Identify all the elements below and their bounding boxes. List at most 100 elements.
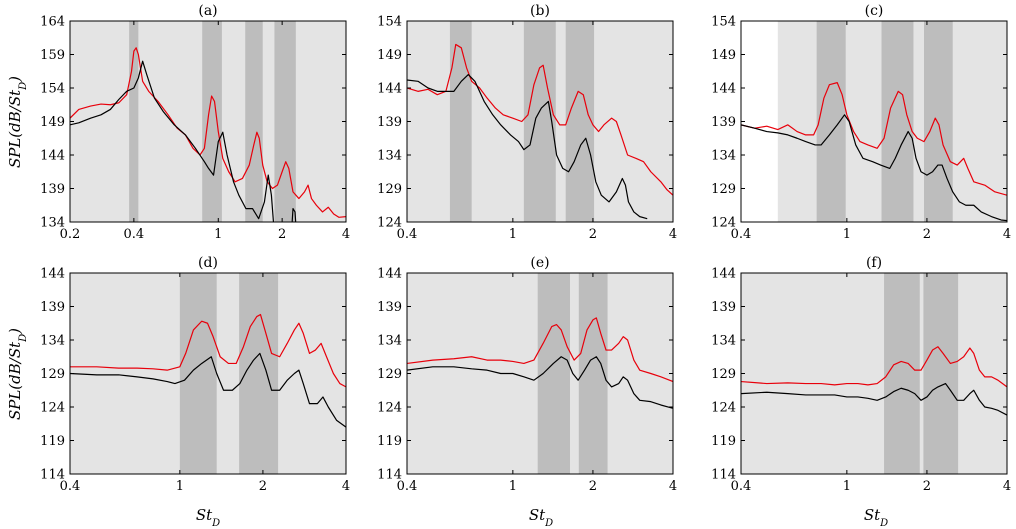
panel-f-xtick-label: 2 — [923, 479, 931, 494]
panel-b-ytick-label: 129 — [377, 182, 402, 197]
panel-b-xtick-label: 0.4 — [397, 227, 418, 242]
panel-b-title: (b) — [530, 3, 550, 19]
panel-c-title: (c) — [865, 3, 884, 19]
panel-e-series-black — [407, 356, 673, 409]
panel-f-ytick-label: 114 — [711, 468, 736, 483]
panel-a-xtick-label: 4 — [342, 227, 350, 242]
panel-a-xtick-label: 0.2 — [60, 227, 81, 242]
panel-c-dark-band-3 — [924, 21, 953, 222]
panel-d-title: (d) — [198, 255, 218, 271]
panel-b-series-black — [407, 74, 648, 220]
panel-b-dark-band-1 — [449, 21, 472, 222]
panel-f-ytick-label: 134 — [711, 334, 736, 349]
panel-a-ytick-label: 149 — [40, 115, 65, 130]
panel-a-dark-band-2 — [202, 21, 222, 222]
panel-c-ytick-label: 134 — [711, 149, 736, 164]
panel-c-ytick-label: 129 — [711, 182, 736, 197]
panel-b-dark-band-3 — [565, 21, 595, 222]
panel-a: 0.2 0.4 1 2 4 134 139 144 149 154 159 164 (a) — [40, 3, 350, 242]
panel-e-xtick-label: 4 — [669, 479, 677, 494]
panel-f-title: (f) — [866, 255, 882, 271]
panel-c-dark-band-2 — [881, 21, 914, 222]
panel-c-ytick-label: 144 — [711, 82, 736, 97]
panel-b-series-red — [407, 43, 673, 196]
panel-c-ytick-label: 124 — [711, 216, 736, 231]
panel-a-dark-band-4 — [274, 21, 296, 222]
panel-a-xtick-label: 0.4 — [124, 227, 145, 242]
panel-c-xtick-label: 0.4 — [731, 227, 752, 242]
panel-b-ytick-label: 134 — [377, 149, 402, 164]
panel-b-ytick-label: 144 — [377, 82, 402, 97]
panel-e-ytick-label: 144 — [377, 267, 402, 282]
panel-e-ytick-label: 124 — [377, 401, 402, 416]
panel-a-ytick-label: 139 — [40, 182, 65, 197]
panel-d-series-red — [70, 313, 346, 388]
panel-a-series-black — [70, 60, 297, 222]
panel-d-ytick-label: 134 — [40, 334, 65, 349]
panel-e-ytick-label: 129 — [377, 367, 402, 382]
y-axis-label-top: SPL(dB/StD) — [6, 76, 29, 168]
panel-d-ytick-label: 129 — [40, 367, 65, 382]
panel-d-series-black — [70, 352, 346, 428]
panel-e-xtick-label: 0.4 — [397, 479, 418, 494]
panel-c-series-red — [741, 82, 1007, 196]
panel-f-dark-band-2 — [923, 273, 959, 474]
panel-a-title: (a) — [198, 3, 217, 19]
panel-c-ytick-label: 139 — [711, 115, 736, 130]
panel-d-xtick-label: 1 — [176, 479, 184, 494]
panel-a-dark-band-3 — [245, 21, 263, 222]
panel-e-xtick-label: 2 — [589, 479, 597, 494]
panel-d-ytick-label: 139 — [40, 300, 65, 315]
panel-d-xtick-label: 2 — [259, 479, 267, 494]
panel-f-xtick-label: 0.4 — [731, 479, 752, 494]
panel-b-xtick-label: 4 — [669, 227, 677, 242]
panel-b-xtick-label: 2 — [589, 227, 597, 242]
panel-d-ytick-label: 114 — [40, 468, 65, 483]
panel-c-xtick-label: 2 — [923, 227, 931, 242]
panel-b-ytick-label: 154 — [377, 15, 402, 30]
panel-d-ytick-label: 124 — [40, 401, 65, 416]
panel-f-ytick-label: 119 — [711, 434, 736, 449]
panel-f-ytick-label: 139 — [711, 300, 736, 315]
panel-f-ytick-label: 144 — [711, 267, 736, 282]
x-axis-label-middle: StD — [529, 506, 553, 529]
panel-e-dark-band-2 — [578, 273, 608, 474]
panel-e-ytick-label: 139 — [377, 300, 402, 315]
panel-b-dark-band-2 — [523, 21, 556, 222]
panel-e-ytick-label: 119 — [377, 434, 402, 449]
panel-d-xtick-label: 4 — [342, 479, 350, 494]
panel-a-ytick-label: 134 — [40, 216, 65, 231]
panel-a-series-red — [70, 47, 346, 218]
y-axis-label-bottom: SPL(dB/StD) — [6, 328, 29, 420]
panel-e-ytick-label: 134 — [377, 334, 402, 349]
panel-f-series-red — [741, 346, 1007, 388]
panel-a-xtick-label: 2 — [278, 227, 286, 242]
panel-f-series-black — [741, 382, 1007, 416]
panel-e-title: (e) — [530, 255, 549, 271]
panel-e-series-red — [407, 317, 673, 383]
panel-d-dark-band-1 — [179, 273, 217, 474]
panel-d-ytick-label: 144 — [40, 267, 65, 282]
x-axis-label-right: StD — [864, 506, 888, 529]
panel-a-ytick-label: 164 — [40, 15, 65, 30]
panel-c-ytick-label: 149 — [711, 48, 736, 63]
panel-f-xtick-label: 1 — [843, 479, 851, 494]
panel-f-light-band — [741, 273, 1007, 474]
panel-b-xtick-label: 1 — [509, 227, 517, 242]
panel-e-xtick-label: 1 — [509, 479, 517, 494]
panel-f-ytick-label: 124 — [711, 401, 736, 416]
panel-c-xtick-label: 1 — [843, 227, 851, 242]
panel-c-xtick-label: 4 — [1003, 227, 1011, 242]
panel-f-xtick-label: 4 — [1003, 479, 1011, 494]
panel-e-ytick-label: 114 — [377, 468, 402, 483]
panel-c-dark-band-1 — [816, 21, 846, 222]
panel-d-ytick-label: 119 — [40, 434, 65, 449]
panel-b-ytick-label: 139 — [377, 115, 402, 130]
panel-b-ytick-label: 149 — [377, 48, 402, 63]
